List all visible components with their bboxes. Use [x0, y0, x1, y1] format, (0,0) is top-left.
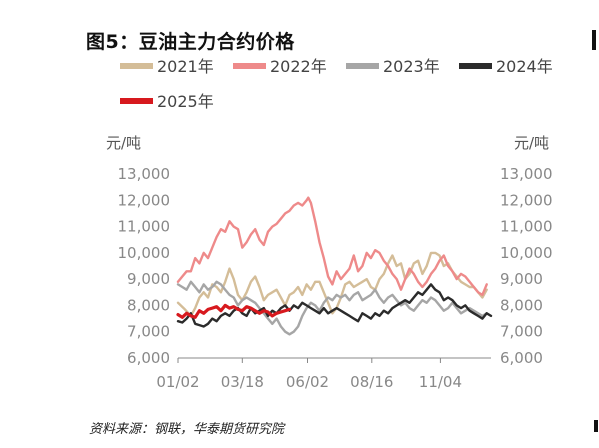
y-tick-right-7000: 7,000: [500, 323, 543, 341]
series-line-2023年: [176, 280, 488, 336]
legend-label-2023年: 2023年: [383, 57, 440, 76]
y-tick-right-11000: 11,000: [500, 218, 553, 236]
series-line-2025年: [176, 303, 292, 319]
x-tick-03/18: 03/18: [221, 373, 264, 391]
legend-swatch-2023年: [346, 63, 379, 69]
left-y-ticks: 13,000 12,000 11,000 10,000 9,000 8,000 7,000 6…: [118, 165, 171, 367]
y-tick-right-8000: 8,000: [500, 296, 543, 314]
y-tick-left-12000: 12,000: [118, 191, 171, 209]
x-tick-06/02: 06/02: [286, 373, 329, 391]
y-tick-right-10000: 10,000: [500, 244, 553, 262]
legend-swatch-2025年: [120, 98, 153, 104]
y-tick-left-13000: 13,000: [118, 165, 171, 183]
x-tick-01/02: 01/02: [156, 373, 199, 391]
legend-swatch-2024年: [459, 63, 492, 69]
series-line-2024年: [176, 283, 493, 328]
y-tick-left-6000: 6,000: [127, 349, 170, 367]
y-tick-left-8000: 8,000: [127, 296, 170, 314]
plot-lines: [176, 196, 493, 336]
y-tick-left-11000: 11,000: [118, 218, 171, 236]
y-tick-right-12000: 12,000: [500, 191, 553, 209]
y-tick-right-9000: 9,000: [500, 270, 543, 288]
legend-swatch-2022年: [233, 63, 266, 69]
y-tick-left-7000: 7,000: [127, 323, 170, 341]
source-note: 资料来源：钢联，华泰期货研究院: [89, 422, 285, 437]
y-tick-right-6000: 6,000: [500, 349, 543, 367]
x-tick-08/16: 08/16: [350, 373, 393, 391]
chart-title: 图5：豆油主力合约价格: [86, 31, 295, 53]
x-tick-11/04: 11/04: [419, 373, 462, 391]
left-axis-unit: 元/吨: [106, 134, 141, 152]
y-tick-left-9000: 9,000: [127, 270, 170, 288]
edge-mark-bottom: [594, 420, 598, 432]
series-line-2022年: [176, 196, 488, 297]
legend-label-2024年: 2024年: [496, 57, 553, 76]
y-tick-right-13000: 13,000: [500, 165, 553, 183]
right-y-ticks: 13,000 12,000 11,000 10,000 9,000 8,000 7,000 6…: [500, 165, 553, 367]
legend-label-2021年: 2021年: [157, 57, 214, 76]
right-axis-unit: 元/吨: [514, 134, 549, 152]
x-ticks: 01/02 03/18 06/02 08/16 11/04: [156, 358, 462, 391]
legend-label-2025年: 2025年: [157, 92, 214, 111]
legend-label-2022年: 2022年: [270, 57, 327, 76]
y-tick-left-10000: 10,000: [118, 244, 171, 262]
legend: 2021年 2022年 2023年 2024年 2025年: [120, 57, 553, 111]
edge-mark: [592, 30, 596, 50]
legend-swatch-2021年: [120, 63, 153, 69]
